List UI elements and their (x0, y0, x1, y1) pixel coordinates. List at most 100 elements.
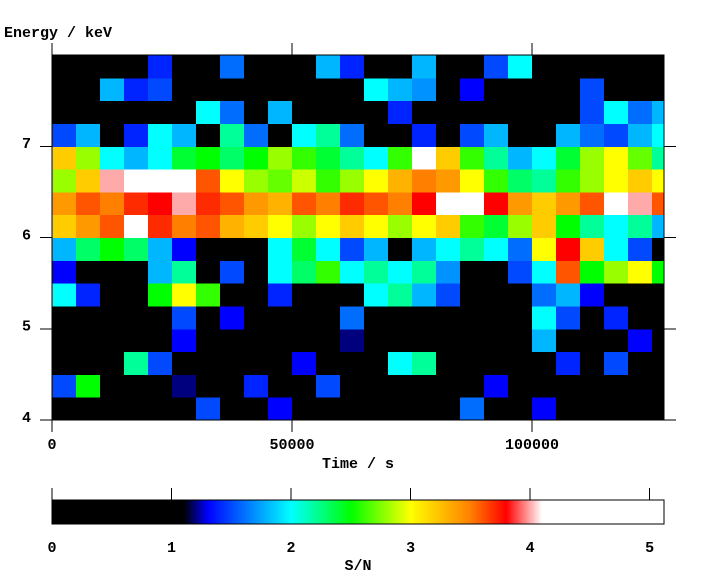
heatmap-cell (196, 374, 221, 398)
heatmap-cell (436, 55, 461, 79)
heatmap-cell (604, 374, 629, 398)
heatmap-cell (412, 374, 437, 398)
heatmap-cell (124, 100, 149, 124)
heatmap-cell (532, 374, 557, 398)
heatmap-cell (508, 305, 533, 330)
heatmap-cell (52, 100, 77, 124)
colorbar-tick-label: 3 (406, 540, 415, 557)
heatmap-cell (52, 305, 77, 330)
heatmap-cell (388, 374, 413, 398)
y-tick-label: 6 (22, 227, 31, 244)
heatmap-cell (364, 397, 389, 421)
colorbar-tick-label: 5 (645, 540, 654, 557)
heatmap-cell (484, 191, 509, 216)
heatmap-cell (100, 100, 125, 124)
heatmap-cell (556, 260, 581, 284)
heatmap-cell (100, 374, 125, 398)
heatmap-cell (148, 237, 173, 261)
heatmap-cell (292, 77, 317, 102)
heatmap-cell (196, 77, 221, 102)
heatmap-cell (604, 55, 629, 79)
heatmap-cell (52, 55, 77, 79)
heatmap-cell (100, 123, 125, 147)
heatmap-cell (76, 374, 101, 398)
y-tick-label: 7 (22, 136, 31, 153)
heatmap-cell (292, 397, 317, 421)
heatmap-cell (460, 146, 485, 170)
heatmap-cell (220, 305, 245, 330)
heatmap-cell (148, 123, 173, 147)
heatmap-cell (436, 214, 461, 238)
heatmap-cell (76, 100, 101, 124)
heatmap-cell (316, 283, 341, 307)
heatmap-cell (244, 351, 269, 375)
heatmap-cell (292, 123, 317, 147)
heatmap-cell (196, 305, 221, 330)
heatmap-cell (268, 260, 293, 284)
heatmap-cell (652, 351, 665, 375)
heatmap-cell (244, 237, 269, 261)
heatmap-cell (148, 100, 173, 124)
heatmap-cell (412, 260, 437, 284)
heatmap-cell (556, 351, 581, 375)
heatmap-cell (628, 283, 653, 307)
heatmap-cell (412, 55, 437, 79)
heatmap-cell (580, 328, 605, 353)
heatmap-cell (604, 77, 629, 102)
heatmap-cell (604, 397, 629, 421)
heatmap-cell (244, 214, 269, 238)
heatmap-cell (268, 146, 293, 170)
heatmap-cell (628, 214, 653, 238)
heatmap-cell (556, 283, 581, 307)
heatmap-cell (388, 305, 413, 330)
heatmap-cell (580, 55, 605, 79)
heatmap-cell (76, 214, 101, 238)
heatmap-cell (436, 283, 461, 307)
heatmap-cell (124, 283, 149, 307)
heatmap-cell (412, 214, 437, 238)
heatmap-cell (268, 169, 293, 193)
heatmap-cell (532, 146, 557, 170)
heatmap-cell (292, 100, 317, 124)
heatmap-cell (52, 260, 77, 284)
heatmap-cell (364, 237, 389, 261)
heatmap-cell (76, 305, 101, 330)
heatmap-cell (508, 77, 533, 102)
heatmap-cell (76, 351, 101, 375)
heatmap-cell (124, 77, 149, 102)
heatmap-cell (508, 351, 533, 375)
heatmap-cell (484, 305, 509, 330)
heatmap-cell (652, 328, 665, 353)
heatmap-cell (460, 191, 485, 216)
heatmap-cell (484, 100, 509, 124)
heatmap-cell (460, 283, 485, 307)
heatmap-cell (364, 123, 389, 147)
heatmap-cell (340, 328, 365, 353)
heatmap-cell (556, 237, 581, 261)
heatmap-cell (196, 397, 221, 421)
heatmap-cell (124, 305, 149, 330)
heatmap-cell (652, 305, 665, 330)
heatmap-cell (340, 169, 365, 193)
heatmap-cell (220, 260, 245, 284)
heatmap-cell (172, 374, 197, 398)
heatmap-cell (628, 123, 653, 147)
heatmap-cell (436, 260, 461, 284)
heatmap-cell (604, 305, 629, 330)
heatmap-cell (556, 169, 581, 193)
heatmap-cell (172, 77, 197, 102)
heatmap-cell (556, 374, 581, 398)
heatmap-cell (388, 123, 413, 147)
heatmap-cell (484, 397, 509, 421)
heatmap-cell (268, 77, 293, 102)
heatmap-cell (100, 214, 125, 238)
heatmap-cell (508, 374, 533, 398)
heatmap-cell (196, 123, 221, 147)
y-tick-label: 5 (22, 319, 31, 336)
heatmap-cell (52, 328, 77, 353)
heatmap-cell (628, 237, 653, 261)
heatmap-cell (292, 237, 317, 261)
heatmap-cell (172, 260, 197, 284)
heatmap-cell (508, 55, 533, 79)
colorbar (51, 499, 665, 525)
